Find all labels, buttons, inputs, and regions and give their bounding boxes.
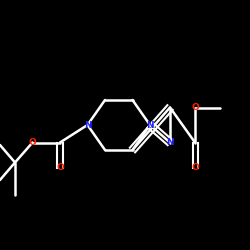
Text: O: O: [28, 138, 36, 147]
Text: O: O: [191, 103, 199, 112]
Text: O: O: [191, 163, 199, 172]
Text: N: N: [146, 120, 154, 130]
Text: N: N: [166, 138, 174, 147]
Text: O: O: [56, 163, 64, 172]
Text: N: N: [84, 120, 91, 130]
